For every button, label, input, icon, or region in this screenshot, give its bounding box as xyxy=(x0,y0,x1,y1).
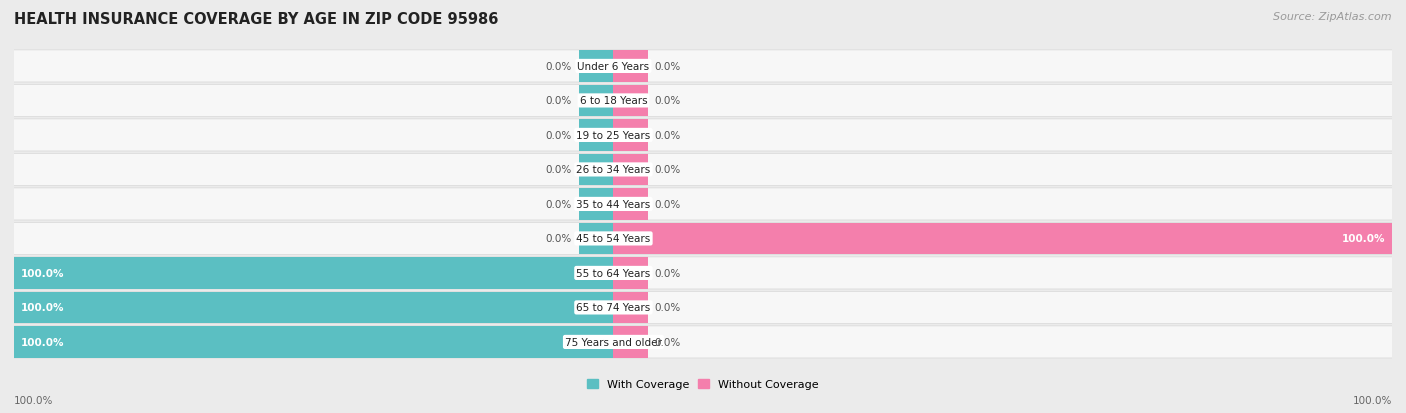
Text: 75 Years and older: 75 Years and older xyxy=(565,337,662,347)
Bar xyxy=(613,120,648,152)
FancyBboxPatch shape xyxy=(7,326,1399,358)
FancyBboxPatch shape xyxy=(7,120,1399,152)
Bar xyxy=(579,51,613,83)
Text: 0.0%: 0.0% xyxy=(655,165,681,175)
Text: 100.0%: 100.0% xyxy=(21,337,65,347)
FancyBboxPatch shape xyxy=(7,292,1399,324)
Text: 0.0%: 0.0% xyxy=(546,199,572,209)
Text: 6 to 18 Years: 6 to 18 Years xyxy=(579,96,647,106)
Bar xyxy=(613,257,648,289)
Bar xyxy=(613,189,648,220)
Text: 55 to 64 Years: 55 to 64 Years xyxy=(576,268,651,278)
Text: 0.0%: 0.0% xyxy=(655,268,681,278)
Text: 100.0%: 100.0% xyxy=(21,268,65,278)
Text: 0.0%: 0.0% xyxy=(655,337,681,347)
Text: Under 6 Years: Under 6 Years xyxy=(578,62,650,72)
Text: Source: ZipAtlas.com: Source: ZipAtlas.com xyxy=(1274,12,1392,22)
Bar xyxy=(613,223,1392,255)
Text: 0.0%: 0.0% xyxy=(655,131,681,140)
Bar xyxy=(14,292,613,323)
Text: 0.0%: 0.0% xyxy=(655,96,681,106)
FancyBboxPatch shape xyxy=(7,223,1399,255)
Bar xyxy=(14,257,613,289)
FancyBboxPatch shape xyxy=(7,51,1399,83)
Text: 0.0%: 0.0% xyxy=(655,62,681,72)
Bar xyxy=(613,154,648,186)
Text: 100.0%: 100.0% xyxy=(1341,234,1385,244)
Text: 100.0%: 100.0% xyxy=(1353,395,1392,405)
Text: 100.0%: 100.0% xyxy=(21,303,65,313)
Text: 19 to 25 Years: 19 to 25 Years xyxy=(576,131,651,140)
Text: 0.0%: 0.0% xyxy=(546,165,572,175)
Text: 0.0%: 0.0% xyxy=(655,199,681,209)
Bar xyxy=(579,154,613,186)
Bar xyxy=(613,85,648,117)
Text: 35 to 44 Years: 35 to 44 Years xyxy=(576,199,651,209)
Bar xyxy=(579,189,613,220)
Bar xyxy=(579,85,613,117)
Text: 45 to 54 Years: 45 to 54 Years xyxy=(576,234,651,244)
Bar xyxy=(579,223,613,255)
Text: 0.0%: 0.0% xyxy=(655,303,681,313)
Bar xyxy=(579,120,613,152)
Text: 0.0%: 0.0% xyxy=(546,131,572,140)
Legend: With Coverage, Without Coverage: With Coverage, Without Coverage xyxy=(582,375,824,394)
Text: 100.0%: 100.0% xyxy=(14,395,53,405)
FancyBboxPatch shape xyxy=(7,257,1399,289)
Text: 0.0%: 0.0% xyxy=(546,96,572,106)
FancyBboxPatch shape xyxy=(7,85,1399,117)
Text: 0.0%: 0.0% xyxy=(546,62,572,72)
Text: HEALTH INSURANCE COVERAGE BY AGE IN ZIP CODE 95986: HEALTH INSURANCE COVERAGE BY AGE IN ZIP … xyxy=(14,12,499,27)
Bar xyxy=(613,51,648,83)
Bar xyxy=(14,326,613,358)
Text: 65 to 74 Years: 65 to 74 Years xyxy=(576,303,651,313)
FancyBboxPatch shape xyxy=(7,188,1399,221)
Text: 26 to 34 Years: 26 to 34 Years xyxy=(576,165,651,175)
Bar xyxy=(613,326,648,358)
FancyBboxPatch shape xyxy=(7,154,1399,186)
Text: 0.0%: 0.0% xyxy=(546,234,572,244)
Bar xyxy=(613,292,648,323)
